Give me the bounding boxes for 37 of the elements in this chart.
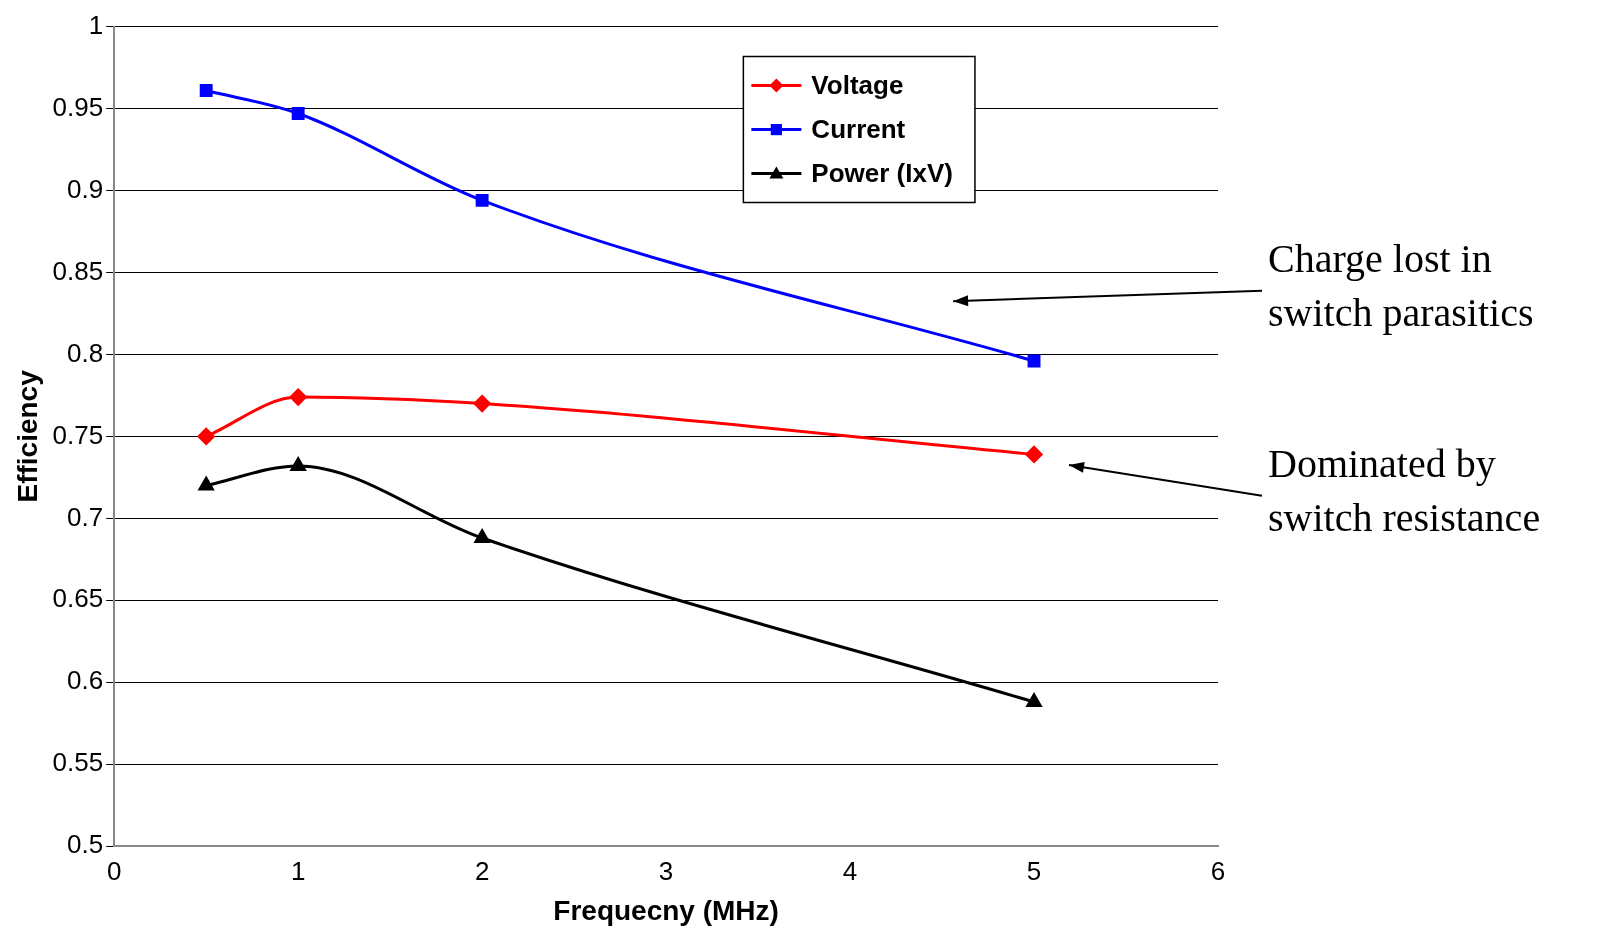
x-tick-label: 5 [1026, 855, 1042, 886]
point [290, 457, 306, 471]
point [1025, 445, 1043, 463]
legend-label: Voltage [811, 69, 904, 100]
point [291, 107, 305, 120]
y-tick-label: 0.6 [67, 665, 104, 696]
point [289, 388, 307, 406]
point [199, 84, 213, 97]
y-tick-label: 0.65 [52, 583, 104, 614]
point [198, 477, 214, 491]
point [1027, 354, 1041, 368]
y-tick-label: 0.7 [67, 501, 104, 532]
text: Dominated by switch resistance [1268, 441, 1541, 541]
y-tick-label: 1 [88, 9, 104, 40]
point [473, 395, 491, 413]
point [197, 427, 215, 445]
y-tick-label: 0.55 [52, 747, 104, 778]
y-tick-label: 0.8 [67, 337, 104, 368]
legend-label: Current [811, 113, 906, 144]
point [474, 529, 490, 544]
x-tick-label: 1 [290, 855, 306, 886]
y-tick-label: 0.9 [67, 173, 104, 204]
x-tick-label: 3 [658, 855, 674, 886]
y-axis-title: Efficiency [11, 369, 43, 503]
y-tick-label: 0.75 [52, 419, 104, 450]
text: Charge lost in switch parasitics [1268, 236, 1534, 336]
x-axis-title: Frequecny (MHz) [553, 894, 779, 926]
x-tick-label: 2 [474, 855, 490, 886]
y-tick-label: 0.85 [52, 255, 104, 286]
point [1026, 693, 1042, 707]
legend-label: Power (IxV) [811, 157, 953, 188]
y-tick-label: 0.5 [67, 829, 104, 860]
x-tick-label: 0 [106, 855, 122, 886]
point [475, 193, 489, 207]
x-tick-label: 4 [842, 855, 858, 886]
x-tick-label: 6 [1210, 855, 1226, 886]
y-tick-label: 0.95 [52, 91, 104, 122]
